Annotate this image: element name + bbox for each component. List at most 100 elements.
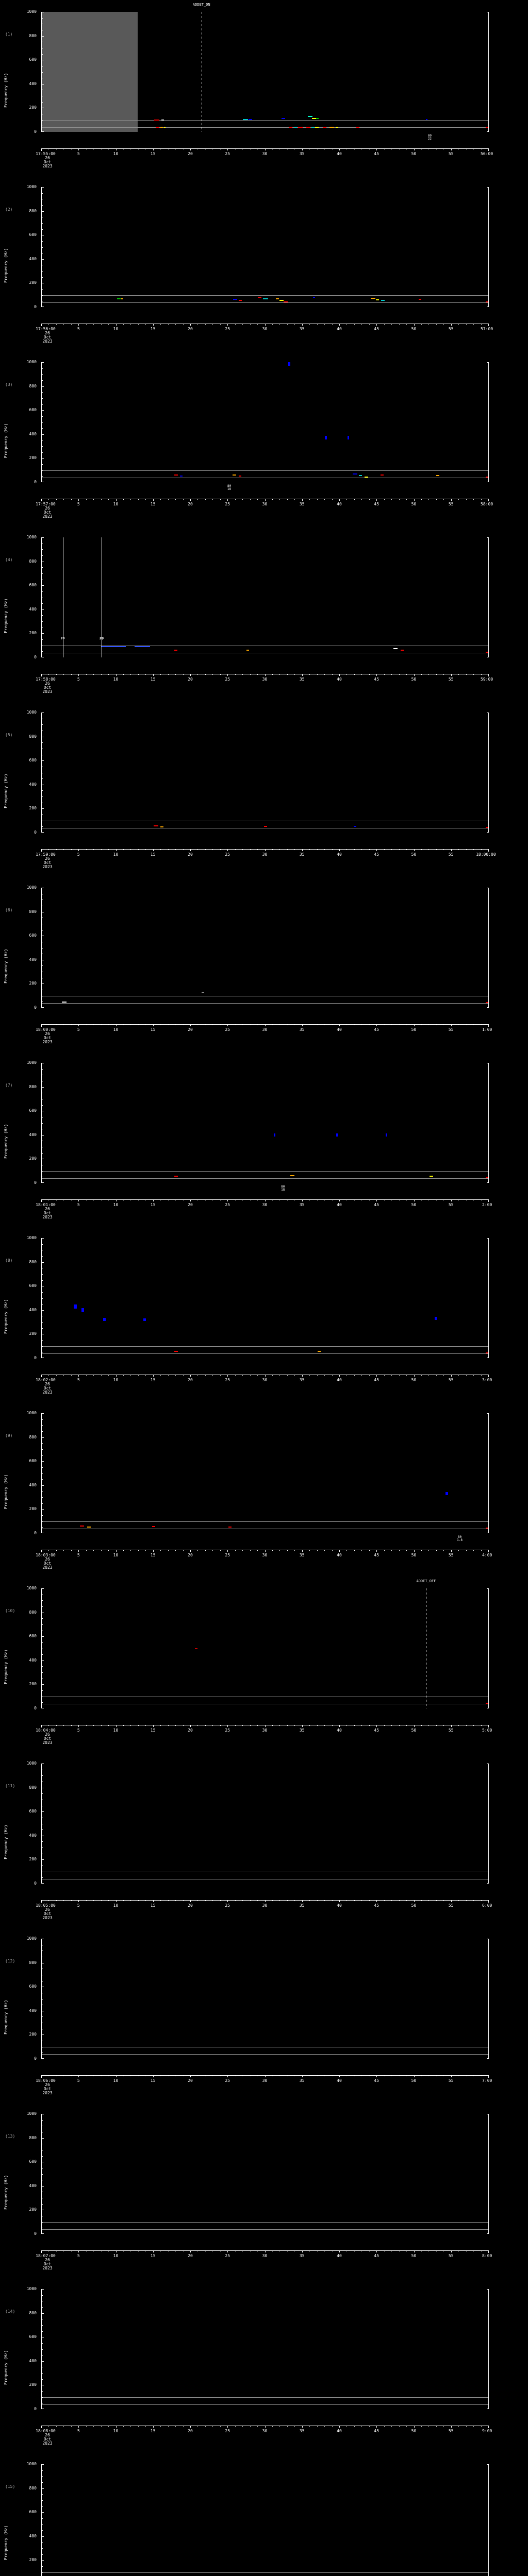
x-tick-minor bbox=[220, 2426, 221, 2427]
y-tick-label: 200 bbox=[29, 105, 37, 110]
x-tick-minor bbox=[272, 1725, 273, 1726]
x-tick-minor bbox=[384, 1725, 385, 1726]
x-tick-minor bbox=[108, 1900, 109, 1901]
band-gridline bbox=[42, 1171, 489, 1172]
y-tick-major bbox=[42, 1636, 44, 1637]
x-tick-minor bbox=[242, 1550, 243, 1551]
x-axis-date-stack: 26 Oct 2023 bbox=[42, 1908, 52, 1920]
y-tick-minor bbox=[42, 2349, 43, 2350]
x-tick-minor bbox=[443, 1199, 444, 1200]
plot-area-15 bbox=[41, 2464, 489, 2576]
x-tick-minor bbox=[56, 499, 57, 500]
x-tick-minor bbox=[160, 324, 161, 325]
x-tick-label-start: 18:01:00 bbox=[36, 1202, 56, 1207]
x-tick-major bbox=[153, 1199, 154, 1201]
x-tick-minor bbox=[242, 324, 243, 325]
x-tick-minor bbox=[212, 1900, 213, 1901]
x-tick-minor bbox=[108, 1550, 109, 1551]
x-tick-minor bbox=[458, 2250, 459, 2251]
x-tick-major bbox=[153, 148, 154, 150]
x-tick-label: 45 bbox=[374, 2253, 380, 2258]
x-tick-minor bbox=[48, 674, 50, 675]
x-tick-minor bbox=[346, 324, 348, 325]
x-axis-date-stack: 26 Oct 2023 bbox=[42, 1207, 52, 1219]
plot-area-2 bbox=[41, 187, 489, 307]
x-tick-label: 20 bbox=[188, 2429, 193, 2433]
x-tick-major bbox=[227, 1550, 228, 1552]
x-tick-minor bbox=[294, 674, 295, 675]
x-tick-minor bbox=[71, 849, 72, 850]
x-tick-label: 20 bbox=[188, 502, 193, 506]
y-tick-label: 200 bbox=[29, 2557, 37, 2563]
x-tick-minor bbox=[406, 148, 407, 149]
x-axis-date-stack: 26 Oct 2023 bbox=[42, 2083, 52, 2095]
x-tick-major bbox=[265, 1550, 266, 1552]
x-tick-label: 25 bbox=[225, 1378, 230, 1382]
x-tick-major bbox=[190, 1199, 191, 1201]
x-tick-minor bbox=[138, 324, 139, 325]
x-axis-date-line: 26 bbox=[45, 856, 50, 861]
x-tick-minor bbox=[168, 2250, 169, 2251]
x-tick-minor bbox=[421, 499, 422, 500]
y-tick-label: 200 bbox=[29, 1331, 37, 1336]
detection-mark bbox=[486, 1702, 488, 1704]
x-tick-major bbox=[41, 2250, 42, 2252]
x-tick-minor bbox=[361, 1550, 362, 1551]
y-tick-label: 800 bbox=[29, 1434, 37, 1439]
y-tick-label: 400 bbox=[29, 2008, 37, 2013]
y-tick-label: 800 bbox=[29, 1785, 37, 1790]
y-axis-title: Frequency (Hz) bbox=[4, 1999, 8, 2035]
x-tick-minor bbox=[369, 2250, 370, 2251]
x-tick-minor bbox=[257, 148, 258, 149]
x-tick-minor bbox=[354, 2426, 355, 2427]
x-tick-minor bbox=[436, 1375, 437, 1376]
x-tick-major bbox=[116, 499, 117, 501]
x-tick-minor bbox=[175, 324, 176, 325]
x-tick-minor bbox=[458, 1725, 459, 1726]
x-tick-minor bbox=[481, 324, 482, 325]
y-tick-major bbox=[42, 1262, 44, 1263]
x-tick-minor bbox=[130, 148, 131, 149]
x-tick-major bbox=[339, 2075, 340, 2077]
x-tick-label: 55 bbox=[448, 677, 454, 682]
x-tick-minor bbox=[354, 2075, 355, 2076]
x-tick-minor bbox=[101, 1900, 102, 1901]
y-tick-label: 600 bbox=[29, 2510, 37, 2515]
x-tick-minor bbox=[257, 849, 258, 850]
band-gridline bbox=[42, 2222, 489, 2223]
x-tick-label: 10 bbox=[113, 1728, 119, 1733]
detection-mark bbox=[315, 126, 319, 128]
band-gridline bbox=[42, 1353, 489, 1354]
x-axis-date-line: 26 bbox=[45, 1732, 50, 1737]
x-tick-major bbox=[265, 2075, 266, 2077]
x-tick-major bbox=[265, 1375, 266, 1377]
band-gridline bbox=[42, 1521, 489, 1522]
x-tick-minor bbox=[63, 499, 64, 500]
x-axis-date-stack: 26 Oct 2023 bbox=[42, 506, 52, 519]
x-axis-date-line: Oct bbox=[43, 1386, 52, 1391]
event-marker-label: FP bbox=[99, 636, 104, 641]
x-tick-minor bbox=[406, 1900, 407, 1901]
x-axis-7: 18:01:00 5 10 15 20 25 30 35 40 45 50 55 2:00 26 Oct 20… bbox=[36, 1199, 492, 1225]
x-tick-minor bbox=[279, 499, 280, 500]
x-tick-minor bbox=[93, 1550, 94, 1551]
x-tick-minor bbox=[250, 148, 251, 149]
x-axis-date-line: 2023 bbox=[42, 339, 53, 344]
plot-right-axis bbox=[488, 187, 489, 307]
y-tick-minor bbox=[42, 2204, 43, 2205]
x-tick-major bbox=[227, 1725, 228, 1727]
x-axis-date-line: Oct bbox=[43, 685, 52, 690]
detection-mark bbox=[161, 119, 164, 121]
x-tick-label: 10 bbox=[113, 852, 119, 857]
y-tick-minor bbox=[42, 2174, 43, 2175]
x-tick-minor bbox=[197, 1199, 199, 1200]
x-tick-minor bbox=[93, 674, 94, 675]
x-tick-minor bbox=[168, 1024, 169, 1025]
y-axis-title: Frequency (Hz) bbox=[4, 73, 8, 108]
x-tick-minor bbox=[242, 148, 243, 149]
x-axis-8: 18:02:00 5 10 15 20 25 30 35 40 45 50 55 3:00 26 Oct 20… bbox=[36, 1375, 492, 1400]
x-tick-minor bbox=[257, 674, 258, 675]
x-tick-minor bbox=[384, 2250, 385, 2251]
x-tick-minor bbox=[279, 1550, 280, 1551]
x-tick-label-end: 57:00 bbox=[481, 327, 493, 331]
